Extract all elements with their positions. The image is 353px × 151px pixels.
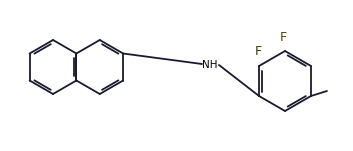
Text: NH: NH <box>202 60 218 70</box>
Text: F: F <box>255 45 262 58</box>
Text: F: F <box>280 31 287 44</box>
